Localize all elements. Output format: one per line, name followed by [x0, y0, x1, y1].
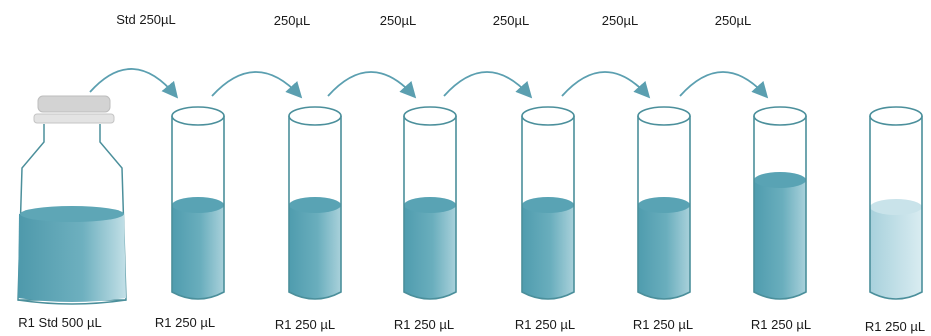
curved-arrow-icon	[211, 71, 303, 99]
vessel-label: R1 250 µL	[394, 317, 454, 332]
curved-arrow-icon	[89, 68, 179, 99]
transfer-label: 250µL	[715, 13, 751, 28]
test-tube-icon	[869, 106, 923, 300]
test-tube-icon	[403, 106, 457, 300]
test-tube-icon	[521, 106, 575, 300]
transfer-label: 250µL	[493, 13, 529, 28]
vessel-label: R1 250 µL	[275, 317, 335, 332]
test-tube-icon	[753, 106, 807, 300]
transfer-label: 250µL	[380, 13, 416, 28]
reagent-bottle-icon	[17, 95, 127, 305]
vessel-label: R1 250 µL	[865, 319, 925, 334]
curved-arrow-icon	[327, 71, 417, 99]
vessel-label: R1 250 µL	[751, 317, 811, 332]
test-tube-icon	[288, 106, 342, 300]
test-tube-icon	[637, 106, 691, 300]
curved-arrow-icon	[561, 71, 651, 99]
transfer-label: 250µL	[274, 13, 310, 28]
vessel-label: R1 250 µL	[155, 315, 215, 330]
vessel-label: R1 Std 500 µL	[18, 315, 101, 330]
transfer-label: 250µL	[602, 13, 638, 28]
vessel-label: R1 250 µL	[515, 317, 575, 332]
transfer-label: Std 250µL	[116, 12, 176, 27]
curved-arrow-icon	[443, 71, 533, 99]
test-tube-icon	[171, 106, 225, 300]
vessel-label: R1 250 µL	[633, 317, 693, 332]
curved-arrow-icon	[679, 71, 769, 99]
